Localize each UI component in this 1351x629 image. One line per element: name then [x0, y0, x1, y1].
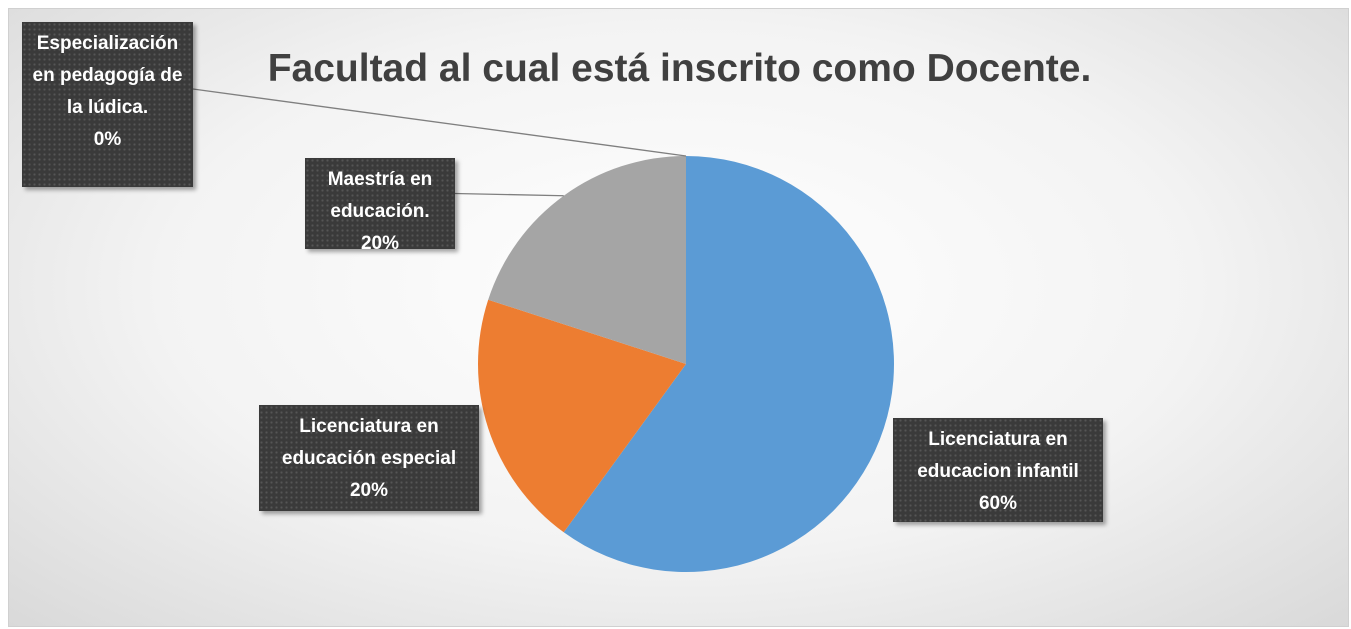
label-value: 60%: [978, 493, 1018, 514]
leader-line: [192, 88, 687, 157]
label-category: Maestría en educación.: [327, 169, 433, 222]
label-category: Licenciatura en educación especial: [281, 416, 457, 469]
chart: Facultad al cual está inscrito como Doce…: [8, 8, 1349, 627]
pie-slice: [563, 156, 895, 572]
data-label: Licenciatura en educación especial 20%: [259, 405, 479, 511]
data-label: Maestría en educación. 20%: [305, 158, 455, 254]
label-value: 20%: [349, 480, 389, 501]
pie-slice: [488, 156, 686, 364]
label-value: 0%: [93, 129, 122, 150]
label-category: Especialización en pedagogía de la lúdic…: [32, 33, 183, 118]
leader-line: [454, 192, 564, 197]
data-label: Especialización en pedagogía de la lúdic…: [22, 22, 193, 187]
pie-slice: [478, 299, 686, 533]
data-label: Licenciatura en educacion infantil 60%: [893, 418, 1103, 522]
label-value: 20%: [360, 233, 400, 254]
pie-plot: [192, 88, 895, 572]
label-category: Licenciatura en educacion infantil: [917, 429, 1079, 482]
chart-title: Facultad al cual está inscrito como Doce…: [267, 47, 1092, 90]
